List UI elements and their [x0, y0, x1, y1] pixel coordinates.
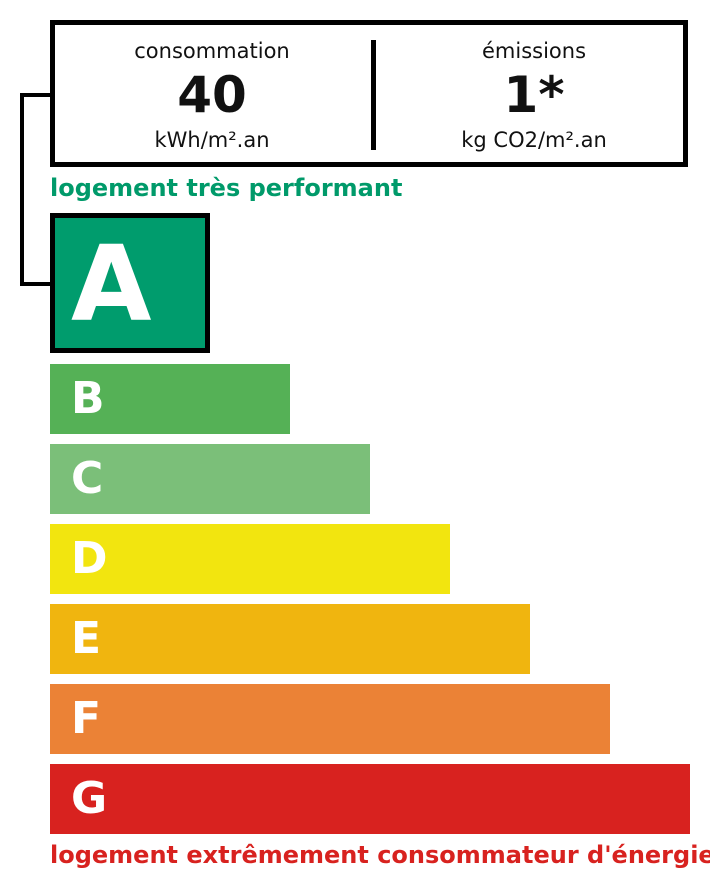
class-f-bar: F: [50, 684, 610, 754]
values-panel: consommation 40 kWh/m².an émissions 1* k…: [50, 20, 688, 167]
consumption-value: 40: [177, 66, 247, 124]
connector-line: [20, 282, 52, 286]
bottom-caption: logement extrêmement consommateur d'éner…: [50, 841, 710, 869]
class-letter: A: [71, 223, 152, 345]
top-caption: logement très performant: [50, 174, 403, 202]
class-letter: F: [71, 693, 102, 744]
connector-line: [20, 93, 24, 286]
emissions-unit: kg CO2/m².an: [461, 128, 607, 152]
class-c-bar: C: [50, 444, 370, 514]
class-g-bar: G: [50, 764, 690, 834]
class-letter: D: [71, 533, 108, 584]
class-letter: G: [71, 773, 108, 824]
consumption-unit: kWh/m².an: [154, 128, 270, 152]
consumption-label: consommation: [134, 39, 290, 63]
emissions-label: émissions: [481, 39, 587, 63]
class-letter: E: [71, 613, 102, 664]
emissions-block: émissions 1* kg CO2/m².an: [377, 25, 691, 162]
class-d-bar: D: [50, 524, 450, 594]
class-b-bar: B: [50, 364, 290, 434]
class-e-bar: E: [50, 604, 530, 674]
divider: [371, 40, 376, 150]
class-a-current: A: [50, 213, 210, 353]
class-letter: C: [71, 453, 104, 504]
class-letter: B: [71, 373, 105, 424]
consumption-block: consommation 40 kWh/m².an: [55, 25, 369, 162]
emissions-value: 1*: [503, 66, 565, 124]
connector-line: [20, 93, 52, 97]
